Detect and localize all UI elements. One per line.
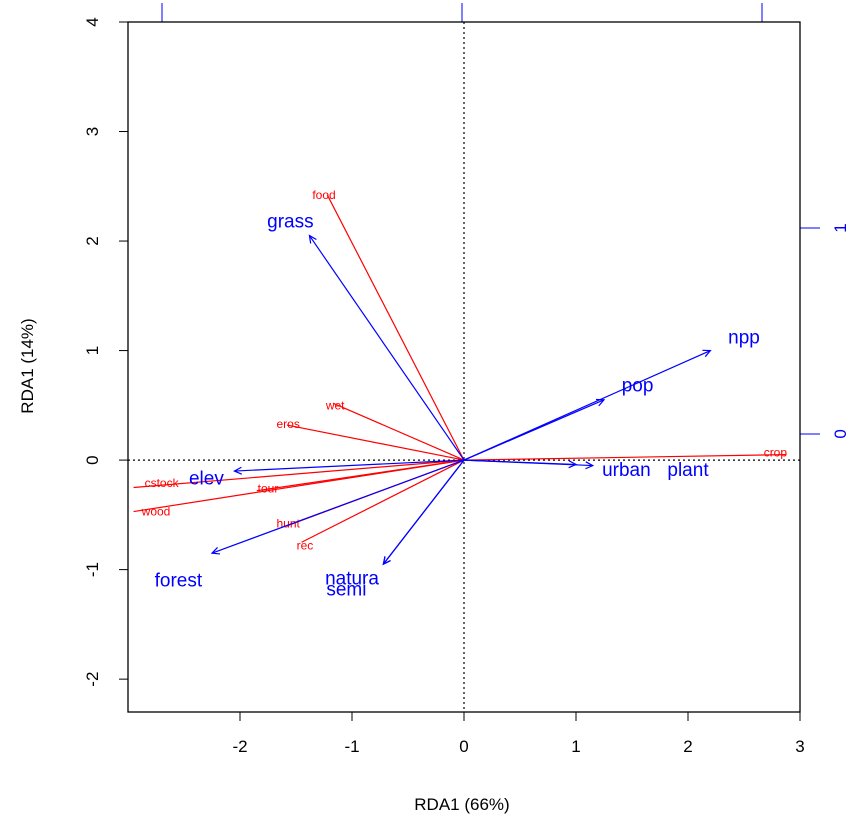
top-axis [161, 3, 763, 23]
y-tick-label: 1 [83, 346, 102, 355]
env-arrowhead-elev [233, 466, 242, 475]
y-tick-label: 2 [83, 236, 102, 245]
x-axis: -2 -1 0 1 2 3 [232, 711, 805, 756]
env-label-urban: urban [602, 460, 651, 481]
species-label-wet: wet [325, 398, 345, 412]
right-tick-label: 0 [831, 429, 850, 438]
species-line-eros [286, 424, 465, 461]
y-tick-label: -1 [83, 562, 102, 577]
env-arrowhead-forest [210, 547, 221, 555]
species-label-wood: wood [141, 505, 171, 519]
x-axis-title: RDA1 (66%) [414, 795, 509, 814]
env-label-forest: forest [155, 571, 203, 592]
secondary-axis: 01 [799, 223, 850, 709]
species-label-eros: eros [276, 417, 299, 431]
x-tick-label: 0 [459, 737, 468, 756]
x-tick-label: -1 [344, 737, 359, 756]
y-axis: -2 -1 0 1 2 3 4 [83, 17, 129, 687]
env-arrow-plant [463, 459, 593, 467]
species-line-wood [133, 459, 465, 513]
env-arrowhead-plant [585, 461, 595, 470]
y-axis-title: RDA1 (14%) [18, 318, 37, 413]
y-tick-label: 0 [83, 455, 102, 464]
x-tick-label: 1 [571, 737, 580, 756]
environment-layer: grass npp pop urban plant elev forest naturasem… [155, 211, 760, 600]
env-arrowhead-grass [308, 234, 317, 244]
y-tick-label: 3 [83, 127, 102, 136]
species-label-cstock: cstock [145, 476, 180, 490]
species-line-crop [463, 454, 787, 461]
env-label-plant: plant [667, 460, 709, 481]
env-arrowhead-semi [382, 556, 391, 566]
right-tick-label: 1 [831, 223, 850, 232]
y-tick-label: 4 [83, 17, 102, 26]
species-label-rec: rec [297, 539, 314, 553]
reference-lines [128, 22, 800, 712]
env-label-semi: semi [326, 579, 366, 600]
env-arrow-forest [211, 459, 465, 554]
species-line-food [326, 194, 465, 461]
species-label-food: food [312, 188, 335, 202]
y-tick-label: -2 [83, 672, 102, 687]
x-tick-label: -2 [232, 737, 247, 756]
env-arrow-pop [463, 399, 605, 461]
env-label-grass: grass [267, 211, 313, 232]
x-tick-label: 3 [795, 737, 804, 756]
env-label-elev: elev [189, 469, 224, 490]
env-arrowhead-npp [702, 349, 712, 358]
env-label-pop: pop [622, 376, 654, 397]
env-arrowhead-pop [595, 398, 606, 407]
env-label-natura: natura [325, 568, 379, 589]
env-arrow-elev [234, 459, 465, 472]
species-line-cstock [133, 459, 465, 489]
species-line-rec [301, 459, 465, 543]
env-label-npp: npp [728, 327, 760, 348]
species-line-wet [332, 402, 465, 461]
species-label-tour: tour [258, 482, 279, 496]
env-arrow-semi [382, 459, 465, 565]
species-label-crop: crop [764, 445, 788, 459]
x-tick-label: 2 [683, 737, 692, 756]
env-arrow-grass [308, 235, 465, 461]
